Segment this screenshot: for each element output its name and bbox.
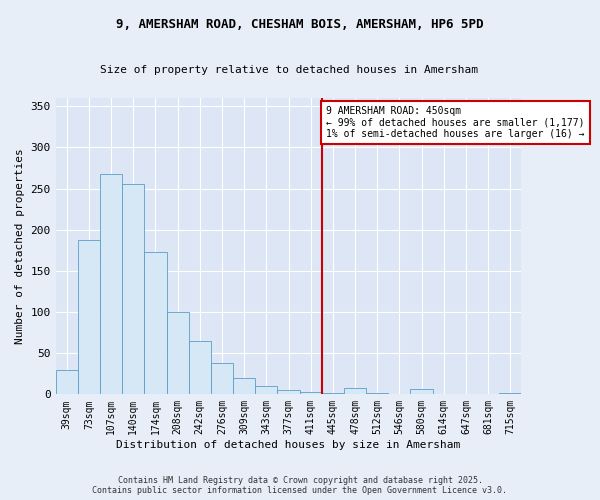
Bar xyxy=(56,370,78,394)
Bar xyxy=(322,392,344,394)
Bar xyxy=(78,240,100,394)
Y-axis label: Number of detached properties: Number of detached properties xyxy=(15,148,25,344)
Text: Contains HM Land Registry data © Crown copyright and database right 2025.
Contai: Contains HM Land Registry data © Crown c… xyxy=(92,476,508,495)
Bar xyxy=(122,184,145,394)
Bar xyxy=(344,388,366,394)
X-axis label: Distribution of detached houses by size in Amersham: Distribution of detached houses by size … xyxy=(116,440,461,450)
Bar xyxy=(189,341,211,394)
Bar xyxy=(255,386,277,394)
Title: Size of property relative to detached houses in Amersham: Size of property relative to detached ho… xyxy=(100,65,478,75)
Bar xyxy=(100,174,122,394)
Text: 9 AMERSHAM ROAD: 450sqm
← 99% of detached houses are smaller (1,177)
1% of semi-: 9 AMERSHAM ROAD: 450sqm ← 99% of detache… xyxy=(326,106,585,140)
Bar xyxy=(277,390,299,394)
Bar xyxy=(499,392,521,394)
Bar xyxy=(299,392,322,394)
Bar xyxy=(145,252,167,394)
Bar xyxy=(233,378,255,394)
Bar xyxy=(211,363,233,394)
Bar xyxy=(167,312,189,394)
Bar xyxy=(410,388,433,394)
Text: 9, AMERSHAM ROAD, CHESHAM BOIS, AMERSHAM, HP6 5PD: 9, AMERSHAM ROAD, CHESHAM BOIS, AMERSHAM… xyxy=(116,18,484,30)
Bar xyxy=(366,392,388,394)
